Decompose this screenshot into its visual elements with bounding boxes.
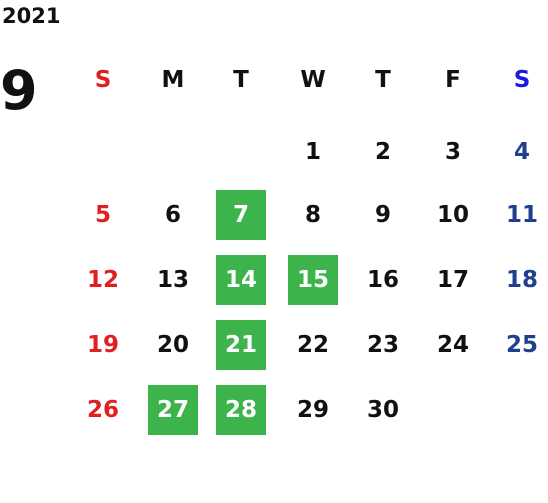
highlighted-day: 27 — [148, 385, 198, 435]
day: 16 — [366, 267, 399, 293]
highlighted-day: 14 — [216, 255, 266, 305]
day: 11 — [505, 202, 538, 228]
month: 9 — [0, 59, 38, 122]
weekday: T — [233, 67, 249, 93]
weekday: S — [94, 67, 112, 93]
highlighted-day: 21 — [216, 320, 266, 370]
day: 5 — [94, 202, 111, 228]
weekday: S — [513, 67, 531, 93]
day: 3 — [444, 139, 461, 165]
day: 29 — [296, 397, 329, 423]
weekday: F — [445, 67, 461, 93]
day: 9 — [374, 202, 391, 228]
day: 23 — [366, 332, 399, 358]
weekday: M — [161, 67, 185, 93]
day: 8 — [304, 202, 321, 228]
highlighted-day: 15 — [288, 255, 338, 305]
day: 18 — [505, 267, 538, 293]
day: 2 — [374, 139, 391, 165]
day: 10 — [436, 202, 469, 228]
highlighted-day: 28 — [216, 385, 266, 435]
weekday: W — [300, 67, 326, 93]
weekday: T — [375, 67, 391, 93]
day: 6 — [164, 202, 181, 228]
day: 24 — [436, 332, 469, 358]
day: 13 — [156, 267, 189, 293]
year: 2021 — [2, 4, 61, 28]
day: 22 — [296, 332, 329, 358]
day: 4 — [513, 139, 530, 165]
day: 30 — [366, 397, 399, 423]
day: 26 — [86, 397, 119, 423]
day: 25 — [505, 332, 538, 358]
day: 17 — [436, 267, 469, 293]
day: 12 — [86, 267, 119, 293]
day: 19 — [86, 332, 119, 358]
day: 1 — [304, 139, 321, 165]
highlighted-day: 7 — [216, 190, 266, 240]
day: 20 — [156, 332, 189, 358]
